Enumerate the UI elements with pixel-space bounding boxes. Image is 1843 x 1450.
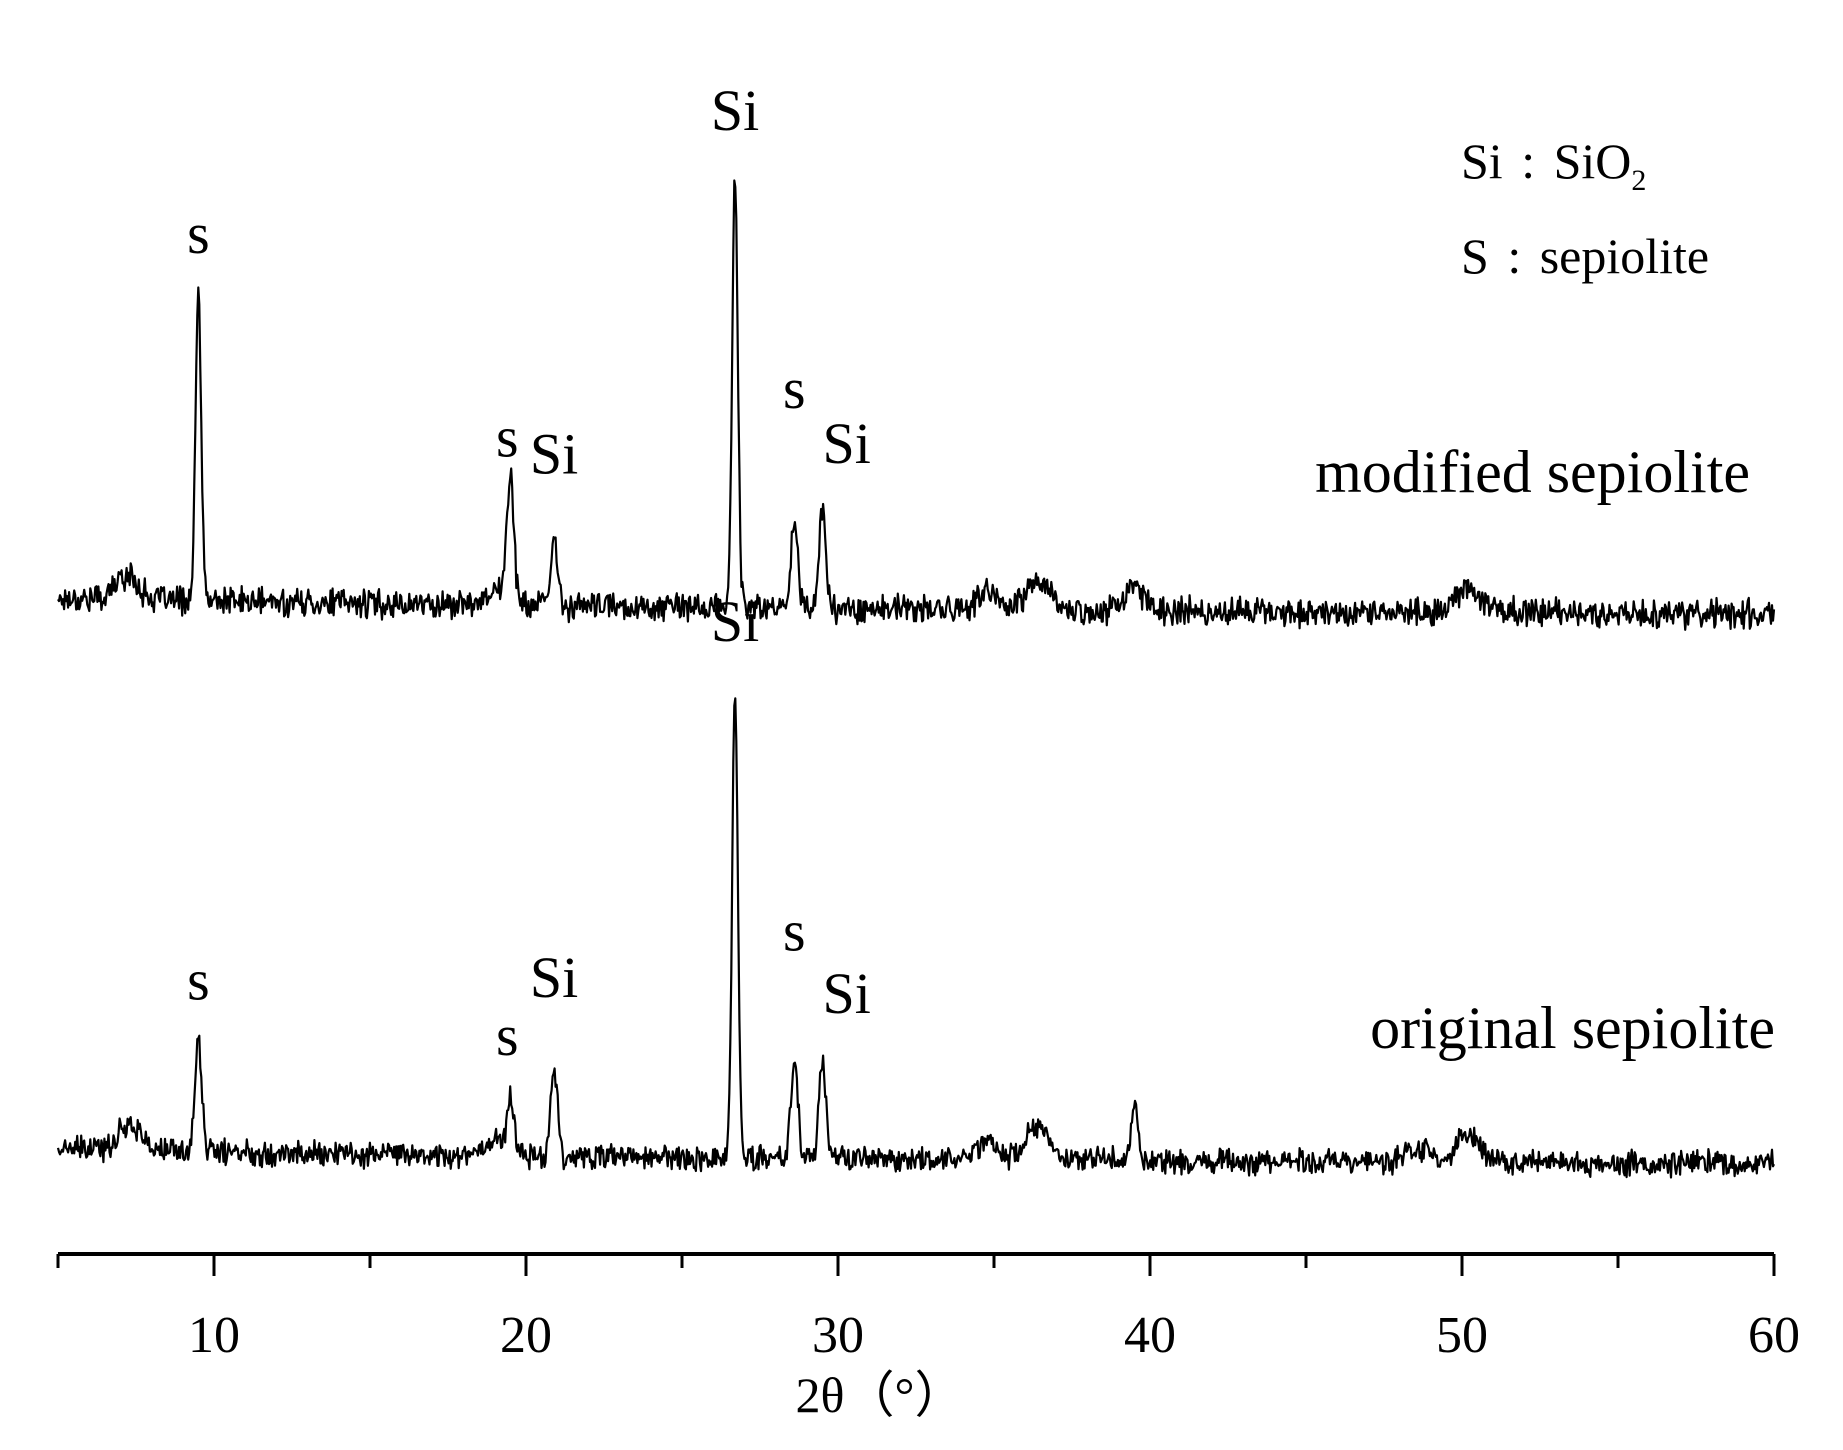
legend-s-separator: : [1507, 228, 1521, 284]
peak-label: Si [530, 422, 578, 487]
trace-top [57, 179, 1776, 631]
peak-label: s [187, 201, 210, 266]
x-tick-label: 50 [1436, 1307, 1488, 1364]
x-tick-label: 60 [1748, 1307, 1800, 1364]
x-axis: 10 20 30 40 50 60 2θ（°） [56, 1252, 1800, 1423]
series-labels-layer: modified sepiolite original sepiolite [1315, 439, 1775, 1061]
peak-label: s [496, 1003, 519, 1068]
legend-si-name: SiO [1554, 133, 1632, 189]
trace-bottom [56, 697, 1775, 1179]
x-tick-label: 10 [188, 1307, 240, 1364]
legend-si-separator: : [1521, 133, 1535, 189]
x-tick-label: 20 [500, 1307, 552, 1364]
peak-label: Si [822, 961, 870, 1026]
legend: Si : SiO2 S : sepiolite [1461, 133, 1709, 284]
x-axis-title: 2θ（°） [796, 1367, 965, 1423]
legend-s-name: sepiolite [1540, 228, 1709, 284]
peak-label: Si [711, 589, 759, 654]
legend-entry-s: S : sepiolite [1461, 228, 1709, 284]
x-ticks: 10 20 30 40 50 60 [56, 1254, 1800, 1364]
peak-label: Si [530, 945, 578, 1010]
legend-si-symbol: Si [1461, 133, 1503, 189]
peak-label: s [187, 948, 210, 1013]
series-label-bottom: original sepiolite [1370, 995, 1775, 1061]
peak-label: s [783, 356, 806, 421]
legend-s-symbol: S [1461, 228, 1489, 284]
x-tick-label: 40 [1124, 1307, 1176, 1364]
peak-label: Si [822, 411, 870, 476]
legend-si-subscript: 2 [1631, 164, 1646, 197]
traces-layer [56, 179, 1776, 1179]
peak-label: s [496, 405, 519, 470]
x-tick-label: 30 [812, 1307, 864, 1364]
peak-label: s [783, 899, 806, 964]
legend-entry-si: Si : SiO2 [1461, 133, 1646, 197]
series-label-top: modified sepiolite [1315, 439, 1750, 505]
peak-label: Si [711, 78, 759, 143]
